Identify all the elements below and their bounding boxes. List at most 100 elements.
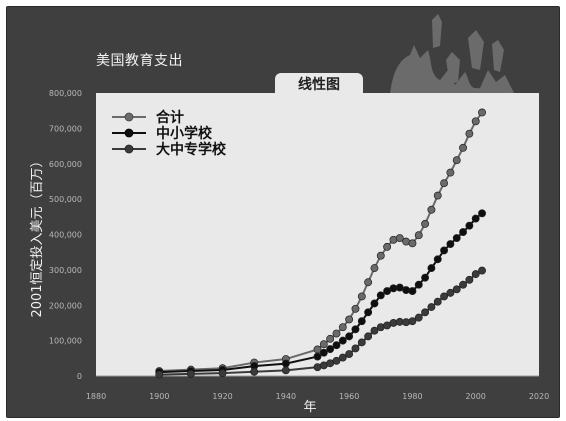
x-tick-label: 2020 (529, 392, 549, 401)
data-point-k12 (351, 325, 360, 334)
x-tick-label: 1900 (149, 392, 169, 401)
data-point-college (408, 317, 417, 326)
x-axis-title: 年 (303, 400, 316, 415)
y-tick-label: 100,000 (49, 337, 82, 346)
data-point-college (446, 288, 455, 297)
data-point-k12 (319, 348, 328, 357)
data-point-k12 (433, 255, 442, 264)
x-tick-label: 1920 (212, 392, 232, 401)
data-point-k12 (376, 291, 385, 300)
y-tick-label: 300,000 (49, 266, 82, 275)
data-point-k12 (313, 352, 322, 361)
y-tick-label: 700,000 (49, 124, 82, 133)
data-point-total (351, 304, 360, 313)
y-tick-label: 800,000 (49, 89, 82, 98)
data-point-k12 (478, 209, 486, 218)
data-point-k12 (332, 341, 341, 350)
data-point-total (478, 108, 486, 117)
data-point-k12 (364, 308, 373, 317)
x-tick-label: 1880 (86, 392, 106, 401)
data-point-total (440, 179, 449, 188)
data-point-college (370, 326, 379, 335)
data-point-k12 (427, 264, 436, 273)
series-college (155, 266, 486, 379)
data-point-college (281, 366, 290, 375)
y-tick-labels: 0 100,000 200,000 300,000 400,000 500,000 600,… (49, 89, 82, 381)
data-point-college (433, 297, 442, 306)
data-point-college (427, 303, 436, 311)
data-point-college (338, 353, 347, 362)
data-point-k12 (370, 299, 379, 308)
data-point-total (421, 219, 430, 228)
data-point-college (402, 318, 411, 327)
data-point-total (465, 129, 474, 138)
x-tick-label: 1980 (402, 392, 422, 401)
data-point-k12 (345, 332, 354, 341)
data-point-total (446, 168, 455, 177)
legend-label-college: 大中专学校 (156, 141, 227, 158)
data-point-total (326, 334, 335, 343)
data-point-total (459, 143, 468, 152)
series-lines (155, 108, 486, 379)
data-point-college (357, 338, 366, 347)
data-point-college (218, 369, 227, 378)
legend-marker-college (124, 144, 134, 154)
legend-marker-k12 (124, 128, 134, 138)
data-point-college (155, 370, 164, 379)
data-point-college (389, 318, 398, 327)
x-tick-label: 2000 (466, 392, 486, 401)
x-tick-label: 1940 (276, 392, 296, 401)
data-point-college (186, 369, 195, 378)
data-point-total (357, 292, 366, 301)
data-point-k12 (452, 234, 461, 242)
data-point-k12 (440, 246, 449, 255)
data-point-college (345, 350, 354, 359)
data-point-college (440, 292, 449, 301)
data-point-total (452, 156, 461, 165)
data-point-k12 (326, 345, 335, 354)
data-point-k12 (338, 336, 347, 345)
x-tick-labels: 1880 1900 1920 1940 1960 1980 2000 2020 (86, 392, 549, 401)
data-point-k12 (408, 287, 417, 296)
data-point-total (345, 315, 354, 324)
data-point-k12 (357, 317, 366, 326)
data-point-total (376, 251, 385, 260)
y-axis-title: 2001恒定投入美元（百万） (29, 154, 45, 317)
data-point-college (478, 266, 486, 275)
data-point-total (427, 205, 436, 214)
data-point-k12 (281, 359, 290, 368)
data-point-total (370, 264, 379, 273)
data-point-total (332, 329, 341, 338)
data-point-college (250, 367, 259, 376)
legend-label-total: 合计 (156, 109, 184, 126)
y-tick-label: 500,000 (49, 195, 82, 204)
data-point-k12 (421, 273, 430, 282)
data-point-total (319, 340, 328, 349)
data-point-college (459, 280, 468, 289)
y-tick-label: 0 (77, 372, 82, 381)
legend-marker-total (124, 112, 134, 122)
data-point-college (364, 332, 373, 341)
chart-title: 美国教育支出 (96, 53, 183, 69)
data-point-college (351, 344, 360, 353)
data-point-college (421, 308, 430, 317)
data-point-college (471, 270, 480, 279)
data-point-total (471, 117, 480, 126)
data-point-total (383, 242, 392, 251)
data-point-total (414, 231, 423, 240)
data-point-k12 (471, 214, 480, 223)
data-point-college (414, 313, 423, 322)
data-point-k12 (414, 280, 423, 289)
data-point-total (395, 234, 404, 242)
y-tick-label: 400,000 (49, 231, 82, 240)
data-point-college (465, 275, 474, 284)
x-tick-label: 1960 (339, 392, 359, 401)
raised-hands-illustration (390, 14, 515, 95)
y-tick-label: 600,000 (49, 160, 82, 169)
data-point-k12 (446, 240, 455, 249)
chart-type-tab[interactable]: 线性图 (275, 73, 363, 95)
legend-label-k12: 中小学校 (156, 125, 213, 142)
data-point-total (338, 323, 347, 332)
data-point-k12 (465, 221, 474, 230)
data-point-k12 (402, 286, 411, 294)
